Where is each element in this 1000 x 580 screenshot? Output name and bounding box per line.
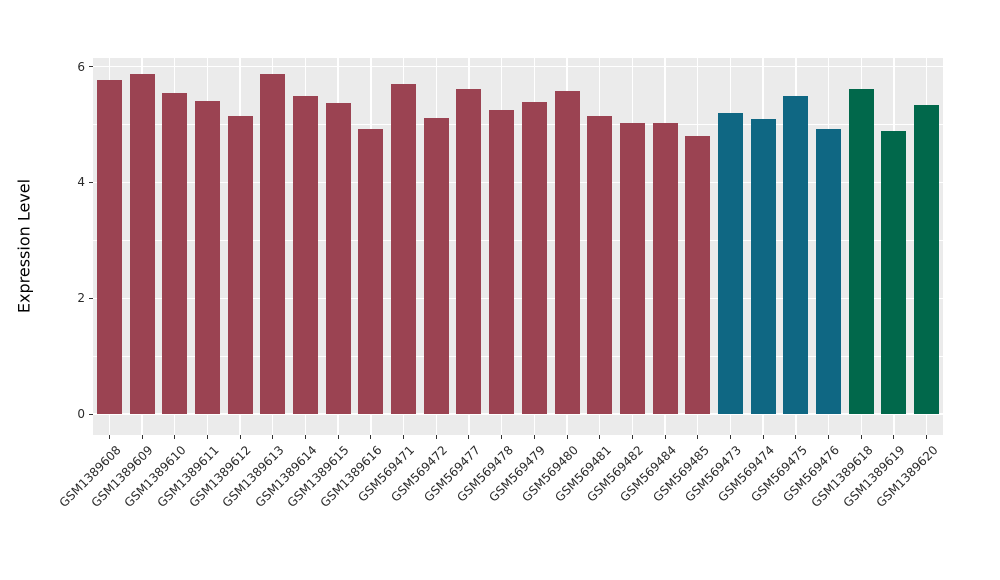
bar bbox=[96, 80, 122, 414]
bar bbox=[652, 122, 678, 414]
y-tick-label: 4 bbox=[77, 175, 85, 190]
bar bbox=[358, 128, 384, 414]
bar bbox=[718, 113, 743, 414]
bar bbox=[194, 100, 220, 414]
minor-gridline bbox=[93, 239, 943, 241]
y-tick-label: 0 bbox=[77, 407, 85, 421]
bar bbox=[423, 118, 449, 414]
x-tick-mark bbox=[697, 435, 699, 439]
y-tick-mark bbox=[89, 66, 93, 68]
bar bbox=[129, 73, 155, 414]
bar bbox=[489, 110, 515, 414]
x-tick-mark bbox=[108, 435, 110, 439]
x-tick-mark bbox=[631, 435, 633, 439]
y-axis-title: Expression Level bbox=[14, 178, 34, 314]
x-tick-mark bbox=[860, 435, 862, 439]
bar bbox=[162, 92, 188, 414]
x-tick-mark bbox=[272, 435, 274, 439]
bar bbox=[881, 131, 907, 414]
x-tick-mark bbox=[370, 435, 372, 439]
bar bbox=[750, 119, 776, 414]
x-tick-mark bbox=[501, 435, 503, 439]
x-tick-mark bbox=[566, 435, 568, 439]
bar bbox=[260, 73, 286, 414]
plot-panel bbox=[93, 58, 943, 435]
x-tick-mark bbox=[403, 435, 405, 439]
x-tick-mark bbox=[795, 435, 797, 439]
bar bbox=[816, 128, 842, 414]
major-gridline bbox=[93, 65, 943, 68]
x-tick-mark bbox=[305, 435, 306, 439]
bar bbox=[391, 83, 417, 414]
bar bbox=[783, 96, 809, 414]
x-tick-mark bbox=[468, 435, 470, 439]
x-tick-mark bbox=[337, 435, 339, 439]
major-gridline bbox=[93, 297, 943, 299]
x-tick-mark bbox=[926, 435, 928, 439]
x-tick-mark bbox=[206, 435, 208, 439]
x-tick-mark bbox=[762, 435, 764, 439]
y-tick-mark bbox=[89, 297, 93, 299]
bar bbox=[685, 136, 711, 414]
bar bbox=[914, 104, 940, 414]
x-tick-mark bbox=[599, 435, 601, 439]
x-tick-mark bbox=[239, 435, 241, 439]
bar bbox=[293, 95, 318, 414]
y-tick-mark bbox=[89, 413, 93, 415]
bar bbox=[325, 103, 351, 414]
bar bbox=[619, 122, 645, 414]
x-tick-mark bbox=[435, 435, 437, 439]
major-gridline bbox=[93, 413, 943, 415]
x-tick-mark bbox=[893, 435, 895, 439]
bar bbox=[848, 88, 874, 414]
x-tick-mark bbox=[730, 435, 731, 439]
y-tick-label: 2 bbox=[77, 291, 85, 306]
x-tick-mark bbox=[141, 435, 143, 439]
bar bbox=[456, 89, 482, 414]
bar bbox=[227, 115, 253, 414]
x-tick-mark bbox=[828, 435, 830, 439]
bar bbox=[554, 91, 580, 414]
x-tick-mark bbox=[174, 435, 176, 439]
minor-gridline bbox=[93, 355, 943, 357]
x-tick-mark bbox=[533, 435, 535, 439]
x-tick-mark bbox=[664, 435, 666, 439]
minor-gridline bbox=[93, 124, 943, 125]
major-gridline bbox=[93, 181, 943, 184]
y-tick-mark bbox=[89, 181, 93, 183]
y-tick-label: 6 bbox=[77, 59, 85, 74]
bar bbox=[521, 102, 547, 414]
bar bbox=[587, 115, 613, 414]
